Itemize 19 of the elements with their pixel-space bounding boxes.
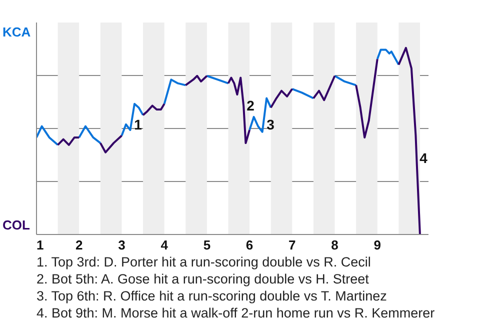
x-tick-label: 7 xyxy=(288,238,296,252)
annotation: 2 xyxy=(246,98,255,114)
text: 1. Top 3rd: D. Porter hit a run-scoring double vs R. Cecil xyxy=(36,254,371,270)
x-tick-label: 6 xyxy=(246,238,254,252)
text: COL xyxy=(2,218,30,232)
text: 4. Bot 9th: M. Morse hit a walk-off 2-run home run vs R. Kemmerer xyxy=(36,306,436,320)
x-tick-label: 4 xyxy=(160,238,169,252)
annotation: 4 xyxy=(420,150,428,166)
x-tick-label: 5 xyxy=(203,238,211,252)
annotation: 3 xyxy=(266,116,275,132)
text: KCA xyxy=(2,24,32,40)
x-tick-label: 1 xyxy=(36,238,44,252)
x-tick-label: 2 xyxy=(75,238,83,252)
text: 2. Bot 5th: A. Gose hit a run-scoring double vs H. Street xyxy=(36,272,370,286)
text: 3. Top 6th: R. Office hit a run-scoring double vs T. Martinez xyxy=(36,288,388,304)
x-tick-label: 8 xyxy=(331,238,338,252)
x-tick-label: 3 xyxy=(118,238,126,252)
x-tick-label: 9 xyxy=(374,238,381,252)
annotation: 1 xyxy=(134,116,142,132)
